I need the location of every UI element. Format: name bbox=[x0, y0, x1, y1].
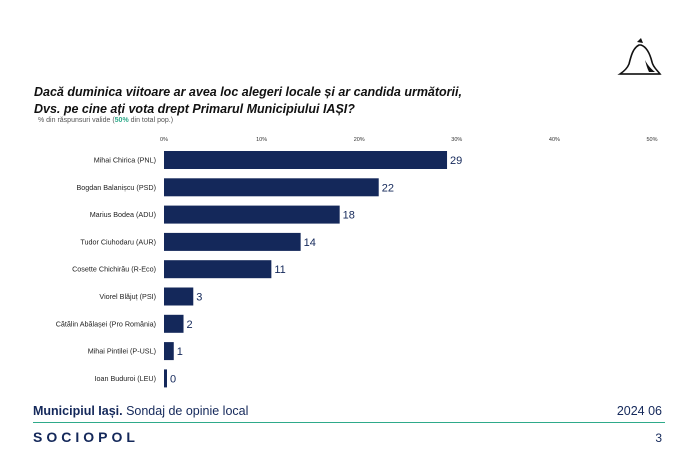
data-label: 29 bbox=[450, 155, 462, 167]
data-label: 2 bbox=[187, 319, 193, 331]
bar bbox=[164, 342, 174, 361]
category-label: Cătălin Abălașei (Pro România) bbox=[56, 319, 156, 328]
sociopol-logo-icon bbox=[617, 38, 662, 75]
bar bbox=[164, 178, 379, 197]
x-tick-label: 50% bbox=[646, 137, 657, 143]
category-label: Ioan Buduroi (LEU) bbox=[94, 374, 156, 383]
chart-subtitle: % din răspunsuri valide (50% din total p… bbox=[38, 117, 173, 124]
category-label: Cosette Chichirău (R-Eco) bbox=[72, 265, 156, 274]
bar bbox=[164, 287, 194, 306]
bar bbox=[164, 369, 167, 388]
data-label: 11 bbox=[274, 264, 285, 276]
category-label: Viorel Blăjuț (PSI) bbox=[99, 292, 156, 301]
category-label: Tudor Ciuhodaru (AUR) bbox=[80, 237, 156, 246]
subtitle-prefix: % din răspunsuri valide ( bbox=[38, 117, 115, 124]
category-label: Mihai Chirica (PNL) bbox=[94, 156, 156, 165]
bar bbox=[164, 232, 301, 251]
footer-location-bold: Municipiul Iași. bbox=[33, 404, 123, 418]
category-label: Marius Bodea (ADU) bbox=[90, 210, 156, 219]
brand-name: SOCIOPOL bbox=[33, 429, 139, 445]
chart-title: Dacă duminica viitoare ar avea loc alege… bbox=[34, 84, 494, 118]
chart-title-line2: Dvs. pe cine ați vota drept Primarul Mun… bbox=[34, 102, 355, 116]
data-label: 18 bbox=[343, 210, 355, 222]
page-number: 3 bbox=[655, 431, 662, 445]
bar bbox=[164, 314, 184, 333]
footer-date: 2024 06 bbox=[616, 404, 662, 418]
data-label: 1 bbox=[177, 346, 183, 358]
x-tick-label: 40% bbox=[549, 137, 560, 143]
x-tick-label: 20% bbox=[354, 137, 365, 143]
x-tick-label: 0% bbox=[160, 137, 168, 143]
subtitle-accent: 50% bbox=[114, 117, 129, 124]
data-label: 22 bbox=[382, 182, 394, 194]
chart-title-line1: Dacă duminica viitoare ar avea loc alege… bbox=[34, 85, 462, 99]
bar bbox=[164, 260, 272, 279]
footer-location: Municipiul Iași. Sondaj de opinie local bbox=[33, 404, 248, 418]
category-label: Mihai Pintilei (P-USL) bbox=[88, 347, 156, 356]
bar bbox=[164, 151, 448, 169]
bar-chart: 0% 10% 20% 30% 40% 50% Mihai Chirica (PNL) 29 Bo… bbox=[56, 137, 658, 388]
subtitle-suffix: din total pop.) bbox=[128, 117, 174, 124]
data-label: 3 bbox=[196, 292, 202, 304]
category-label: Bogdan Balanișcu (PSD) bbox=[76, 183, 156, 192]
x-tick-label: 10% bbox=[256, 137, 267, 143]
footer-location-rest: Sondaj de opinie local bbox=[122, 404, 249, 418]
x-tick-label: 30% bbox=[451, 137, 462, 143]
bar bbox=[164, 205, 340, 224]
footer-divider bbox=[33, 422, 665, 423]
data-label: 14 bbox=[304, 237, 316, 249]
data-label: 0 bbox=[170, 373, 176, 385]
